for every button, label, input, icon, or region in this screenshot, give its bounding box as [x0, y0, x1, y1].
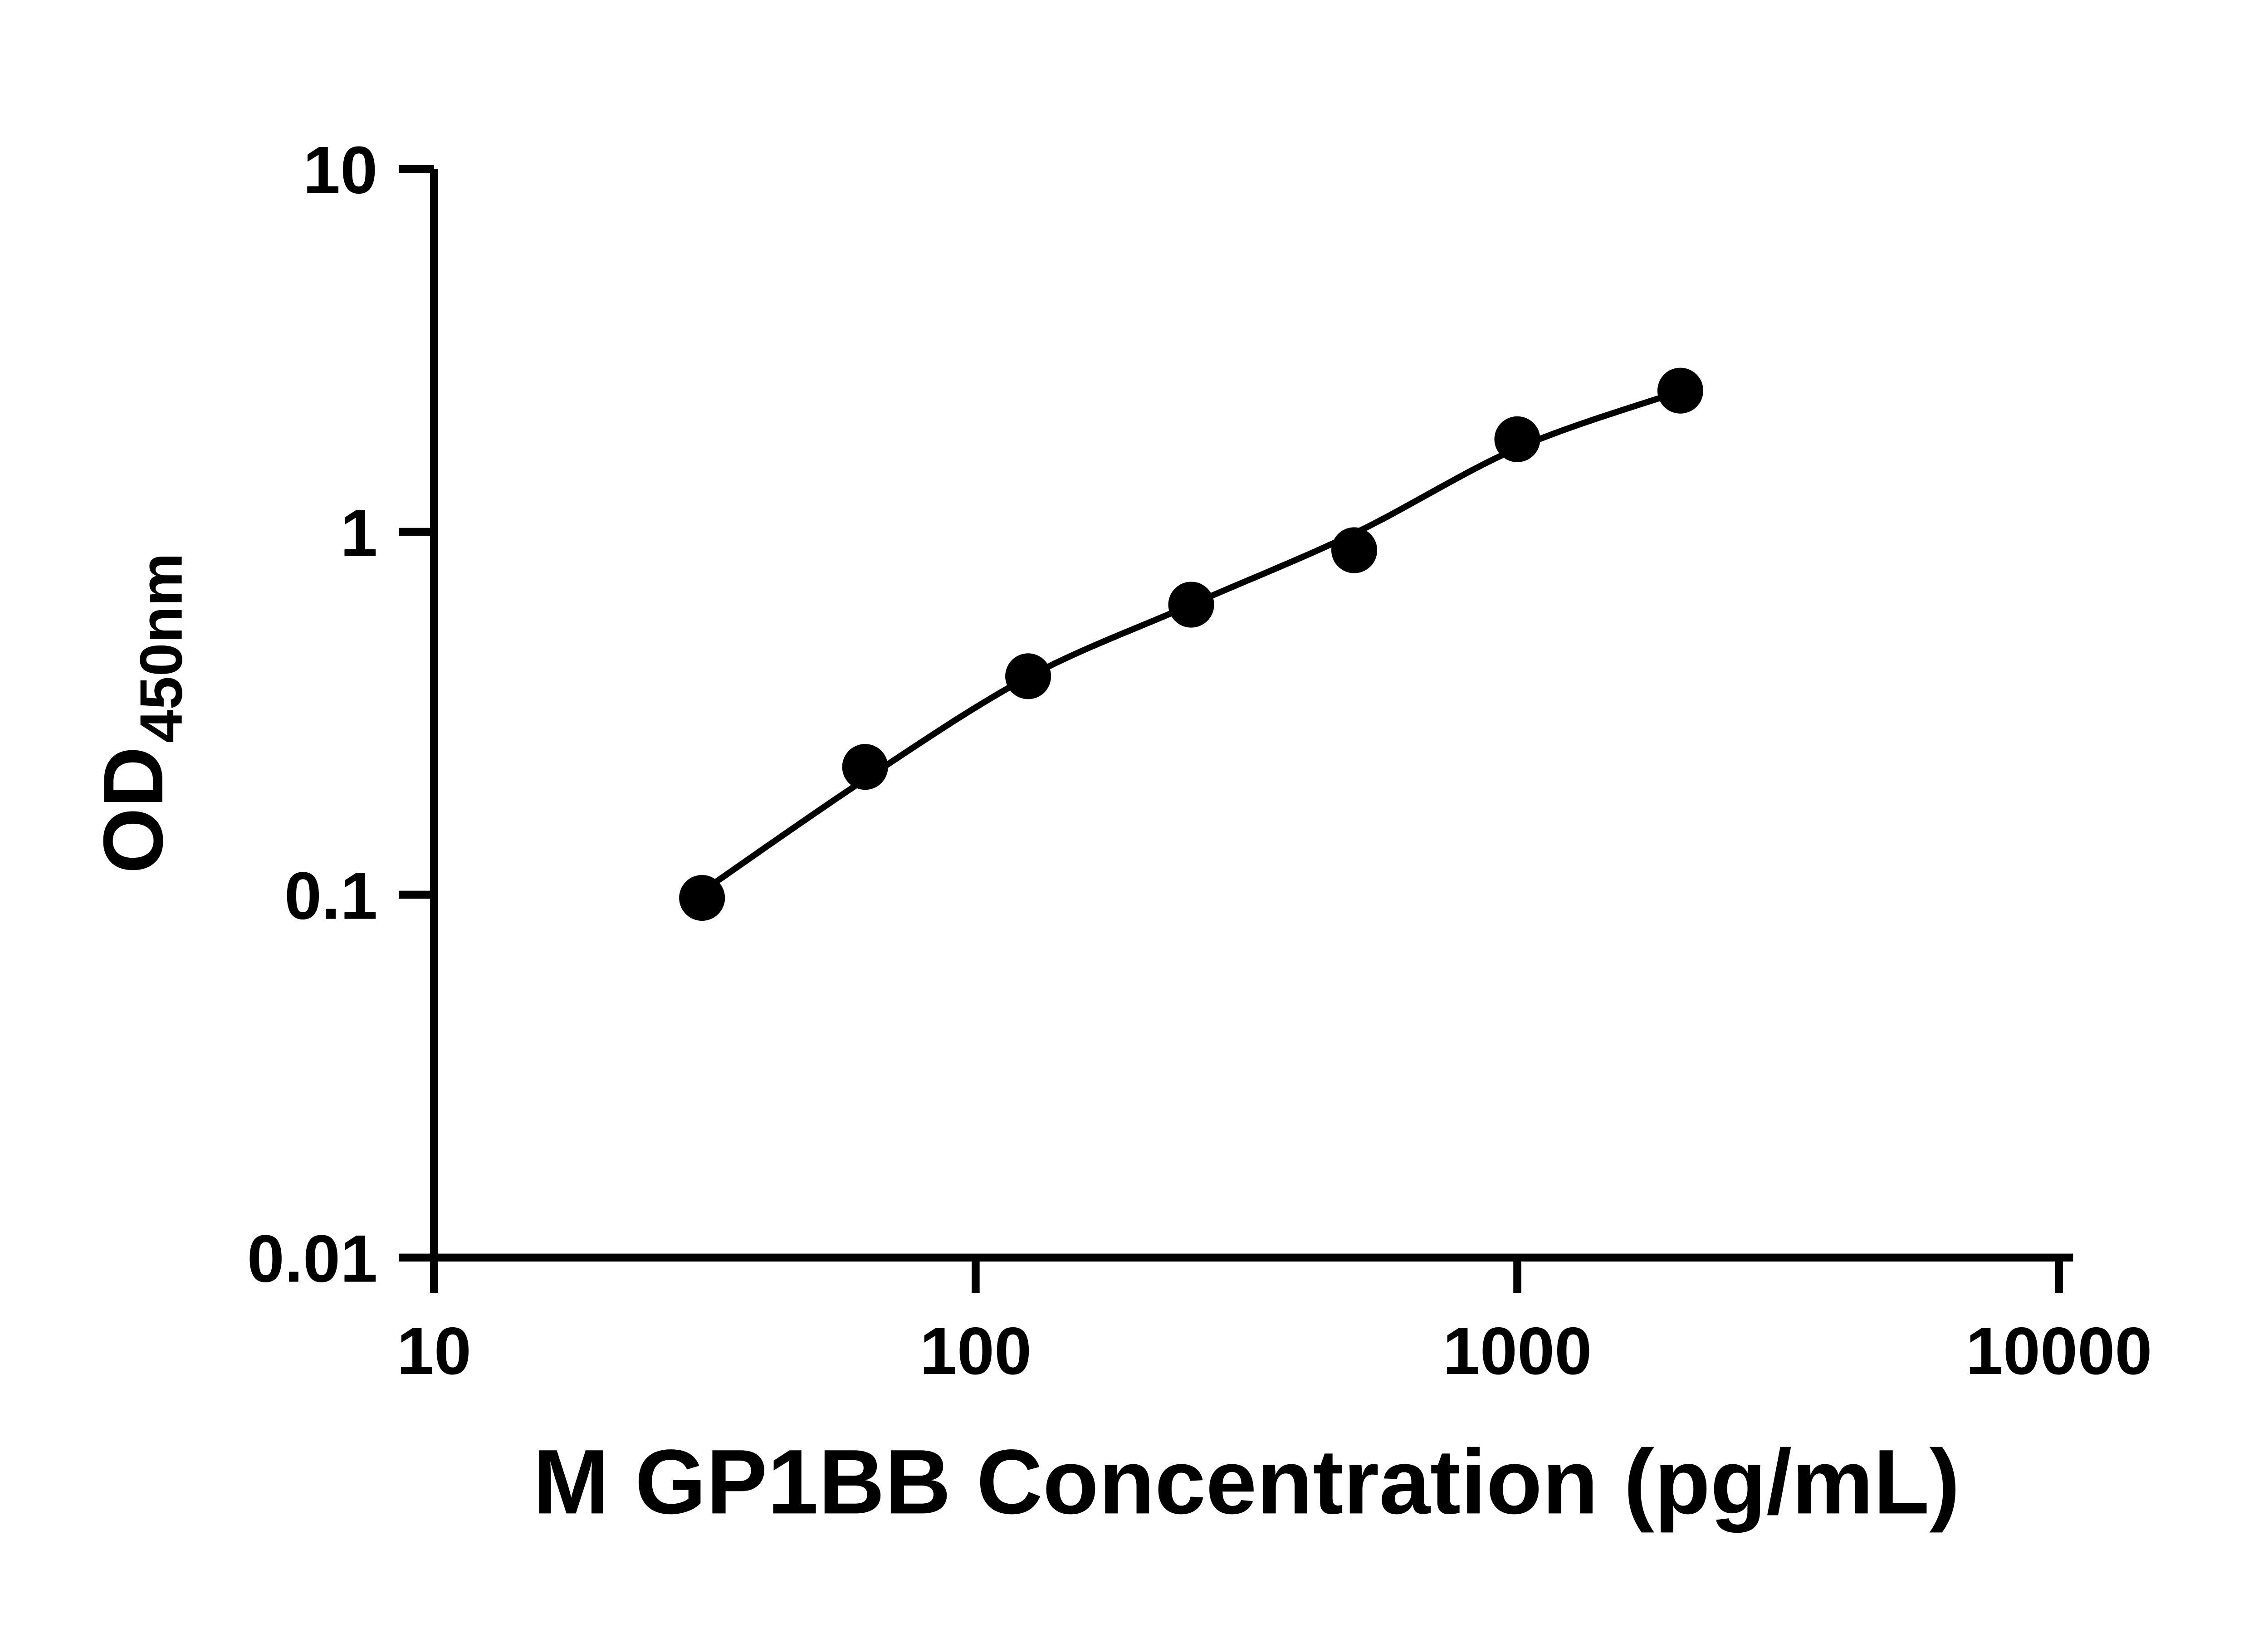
- data-point: [842, 744, 888, 790]
- data-point: [1005, 653, 1051, 699]
- x-tick-label: 100: [920, 1314, 1032, 1389]
- data-point: [1657, 367, 1704, 414]
- y-tick-label: 1: [340, 496, 377, 571]
- fit-curve: [700, 388, 1681, 895]
- data-points: [679, 367, 1704, 921]
- y-axis-label-main: OD: [86, 747, 181, 874]
- x-tick-label: 10000: [1966, 1314, 2152, 1389]
- axis-lines: [430, 169, 2073, 1262]
- y-tick-label: 10: [303, 133, 377, 208]
- y-tick-label: 0.1: [284, 859, 377, 934]
- x-tick-label: 10: [397, 1314, 471, 1389]
- x-axis-label: M GP1BB Concentration (pg/mL): [533, 1430, 1960, 1533]
- y-axis-label-subscript: 450nm: [128, 553, 195, 743]
- data-point: [1168, 582, 1214, 628]
- data-point: [1494, 416, 1540, 462]
- y-tick-label: 0.01: [247, 1222, 378, 1296]
- axes: [399, 165, 2073, 1293]
- data-point: [1331, 527, 1378, 573]
- x-tick-label: 1000: [1443, 1314, 1592, 1389]
- data-point: [679, 875, 725, 921]
- y-axis-label: OD450nm: [86, 553, 195, 874]
